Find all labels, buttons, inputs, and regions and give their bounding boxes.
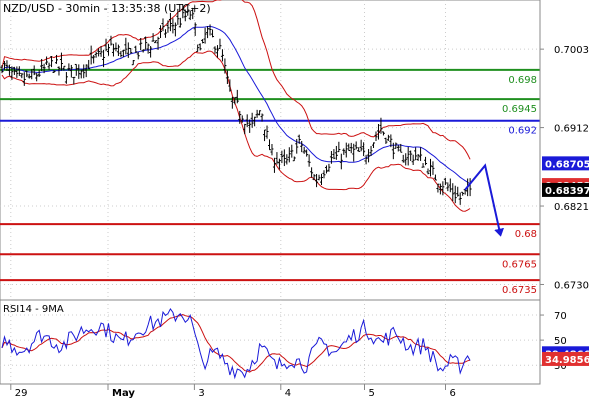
time-tick-label: 4 bbox=[285, 388, 291, 399]
support-label: 0.6735 bbox=[502, 285, 537, 296]
forecast-arrow bbox=[464, 163, 505, 237]
resistance-label: 0.6945 bbox=[502, 104, 537, 115]
moving-average bbox=[1, 25, 471, 185]
rsi-badge bbox=[542, 351, 589, 366]
price-tick-label: 0.6821 bbox=[554, 202, 589, 213]
rsi-tick-label: 70 bbox=[554, 311, 567, 322]
bollinger-upper bbox=[1, 0, 471, 160]
rsi-ma-line bbox=[1, 314, 471, 373]
bollinger-bands bbox=[1, 0, 471, 212]
price-panel: 0.698 0.6945 0.692 0.68 0.6765 0.6735 NZD/USD… bbox=[0, 0, 541, 301]
support-resistance-levels bbox=[0, 68, 540, 282]
price-badge bbox=[542, 182, 589, 197]
price-tick-label: 0.6912 bbox=[554, 124, 589, 135]
price-badge bbox=[542, 156, 589, 171]
candles bbox=[0, 4, 472, 205]
resistance-label: 0.692 bbox=[508, 126, 537, 137]
rsi-tick-label: 50 bbox=[554, 336, 567, 347]
rsi-line bbox=[1, 307, 471, 380]
time-tick-label: 6 bbox=[450, 388, 456, 399]
chart-title: NZD/USD - 30min - 13:35:38 (UTC+2) bbox=[3, 2, 211, 15]
price-badge-label: 0.68397 bbox=[545, 186, 590, 197]
rsi-panel: RSI14 - 9MA bbox=[0, 299, 541, 385]
time-tick-label: 29 bbox=[15, 388, 28, 399]
bollinger-lower bbox=[1, 50, 471, 212]
support-label: 0.68 bbox=[515, 229, 537, 240]
price-tick-label: 0.7003 bbox=[554, 45, 589, 56]
rsi-tick-label: 30 bbox=[554, 361, 567, 372]
forecast-path bbox=[464, 163, 505, 237]
rsi-badges: 39.486634.9856 bbox=[542, 346, 590, 366]
time-axis: 29 May 3 4 5 6 bbox=[0, 383, 540, 399]
price-badge-label: 0.68705 bbox=[545, 159, 590, 170]
price-tick-label: 0.6730 bbox=[554, 280, 589, 291]
time-tick-label: May bbox=[112, 388, 135, 399]
resistance-label: 0.698 bbox=[508, 75, 537, 86]
rsi-title: RSI14 - 9MA bbox=[3, 304, 64, 315]
time-tick-label: 5 bbox=[369, 388, 375, 399]
level-labels: 0.698 0.6945 0.692 0.68 0.6765 0.6735 bbox=[502, 75, 537, 296]
rsi-badge-label: 34.9856 bbox=[545, 355, 590, 366]
rsi-lines bbox=[1, 307, 471, 380]
moving-average-line bbox=[1, 25, 471, 185]
time-tick-label: 3 bbox=[198, 388, 204, 399]
support-label: 0.6765 bbox=[502, 259, 537, 270]
